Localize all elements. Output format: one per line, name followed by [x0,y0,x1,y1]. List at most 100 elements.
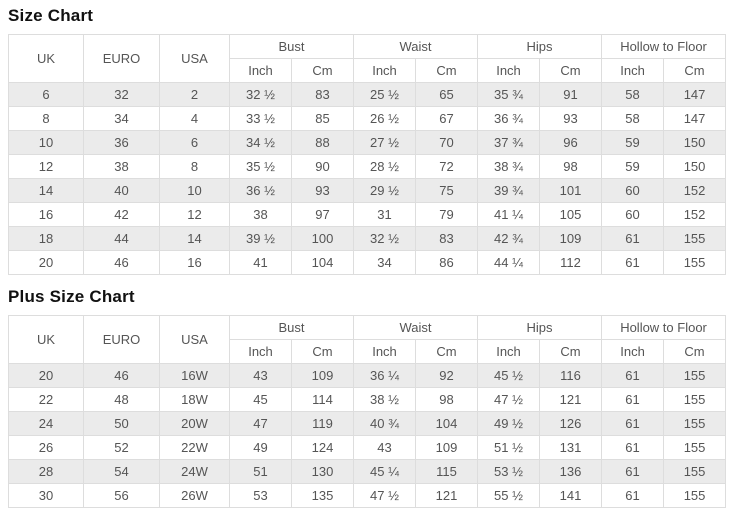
table-row: 24 50 20W 47 119 40 ¾ 104 49 ½ 126 61 155 [8,411,727,436]
cell: 98 [415,387,479,412]
col-group-hips: Hips [477,34,603,59]
table-row: 12 38 8 35 ½ 90 28 ½ 72 38 ¾ 98 59 150 [8,154,727,179]
cell: 38 ¾ [477,154,541,179]
table-row: 8 34 4 33 ½ 85 26 ½ 67 36 ¾ 93 58 147 [8,106,727,131]
cell: 141 [539,483,603,508]
cell: 88 [290,130,355,155]
cell: 97 [290,202,355,227]
cell: 22 [8,387,84,412]
cell: 41 ¼ [477,202,541,227]
cell: 147 [663,82,727,107]
col-header-euro: EURO [83,315,160,364]
cell: 58 [601,106,665,131]
cell: 54 [83,459,160,484]
cell: 83 [415,226,479,251]
table-row: 18 44 14 39 ½ 100 32 ½ 83 42 ¾ 109 61 155 [8,226,727,251]
cell: 155 [663,363,727,388]
cell: 56 [83,483,160,508]
cell: 39 ½ [229,226,292,251]
col-group-waist: Waist [353,34,479,59]
cell: 38 [83,154,160,179]
cell: 12 [8,154,84,179]
cell: 44 ¼ [477,250,541,275]
cell: 48 [83,387,160,412]
table-row: 6 32 2 32 ½ 83 25 ½ 65 35 ¾ 91 58 147 [8,82,727,107]
cell: 26 [8,435,84,460]
cell: 29 ½ [353,178,417,203]
cell: 121 [539,387,603,412]
cell: 44 [83,226,160,251]
col-subheader-inch: Inch [601,58,665,83]
cell: 61 [601,387,665,412]
cell: 93 [539,106,603,131]
col-subheader-cm: Cm [415,58,479,83]
cell: 152 [663,178,727,203]
cell: 98 [539,154,603,179]
cell: 65 [415,82,479,107]
cell: 2 [159,82,230,107]
cell: 47 ½ [477,387,541,412]
col-subheader-inch: Inch [477,58,541,83]
cell: 28 [8,459,84,484]
cell: 114 [290,387,355,412]
cell: 42 [83,202,160,227]
plus-size-chart-section: Plus Size Chart UK EURO USA Bust Waist H… [8,287,727,508]
cell: 115 [415,459,479,484]
cell: 50 [83,411,160,436]
col-subheader-inch: Inch [353,339,417,364]
cell: 155 [663,435,727,460]
cell: 16 [159,250,230,275]
size-chart-table: UK EURO USA Bust Waist Hips Hollow to Fl… [8,34,727,275]
cell: 70 [415,130,479,155]
cell: 60 [601,178,665,203]
cell: 16W [159,363,230,388]
cell: 121 [415,483,479,508]
col-header-uk: UK [8,315,84,364]
cell: 61 [601,483,665,508]
cell: 18 [8,226,84,251]
cell: 124 [290,435,355,460]
cell: 51 ½ [477,435,541,460]
cell: 116 [539,363,603,388]
cell: 39 ¾ [477,178,541,203]
cell: 67 [415,106,479,131]
cell: 33 ½ [229,106,292,131]
cell: 20W [159,411,230,436]
cell: 26W [159,483,230,508]
cell: 91 [539,82,603,107]
cell: 41 [229,250,292,275]
cell: 150 [663,130,727,155]
cell: 38 ½ [353,387,417,412]
cell: 49 [229,435,292,460]
cell: 40 [83,178,160,203]
cell: 72 [415,154,479,179]
cell: 24W [159,459,230,484]
col-subheader-cm: Cm [663,339,727,364]
cell: 104 [290,250,355,275]
cell: 109 [539,226,603,251]
cell: 75 [415,178,479,203]
col-subheader-cm: Cm [539,339,603,364]
cell: 46 [83,250,160,275]
cell: 31 [353,202,417,227]
table-row: 26 52 22W 49 124 43 109 51 ½ 131 61 155 [8,435,727,460]
cell: 152 [663,202,727,227]
cell: 155 [663,483,727,508]
cell: 34 [353,250,417,275]
plus-size-chart-table: UK EURO USA Bust Waist Hips Hollow to Fl… [8,315,727,508]
table-body: 20 46 16W 43 109 36 ¼ 92 45 ½ 116 61 155 22 48 18W 45 1… [8,363,727,508]
cell: 35 ¾ [477,82,541,107]
cell: 40 ¾ [353,411,417,436]
col-subheader-inch: Inch [229,339,292,364]
col-subheader-inch: Inch [601,339,665,364]
cell: 34 ½ [229,130,292,155]
col-subheader-inch: Inch [353,58,417,83]
cell: 20 [8,363,84,388]
col-subheader-cm: Cm [290,58,355,83]
cell: 8 [8,106,84,131]
cell: 58 [601,82,665,107]
table-row: 10 36 6 34 ½ 88 27 ½ 70 37 ¾ 96 59 150 [8,130,727,155]
cell: 36 ¼ [353,363,417,388]
cell: 79 [415,202,479,227]
cell: 93 [290,178,355,203]
